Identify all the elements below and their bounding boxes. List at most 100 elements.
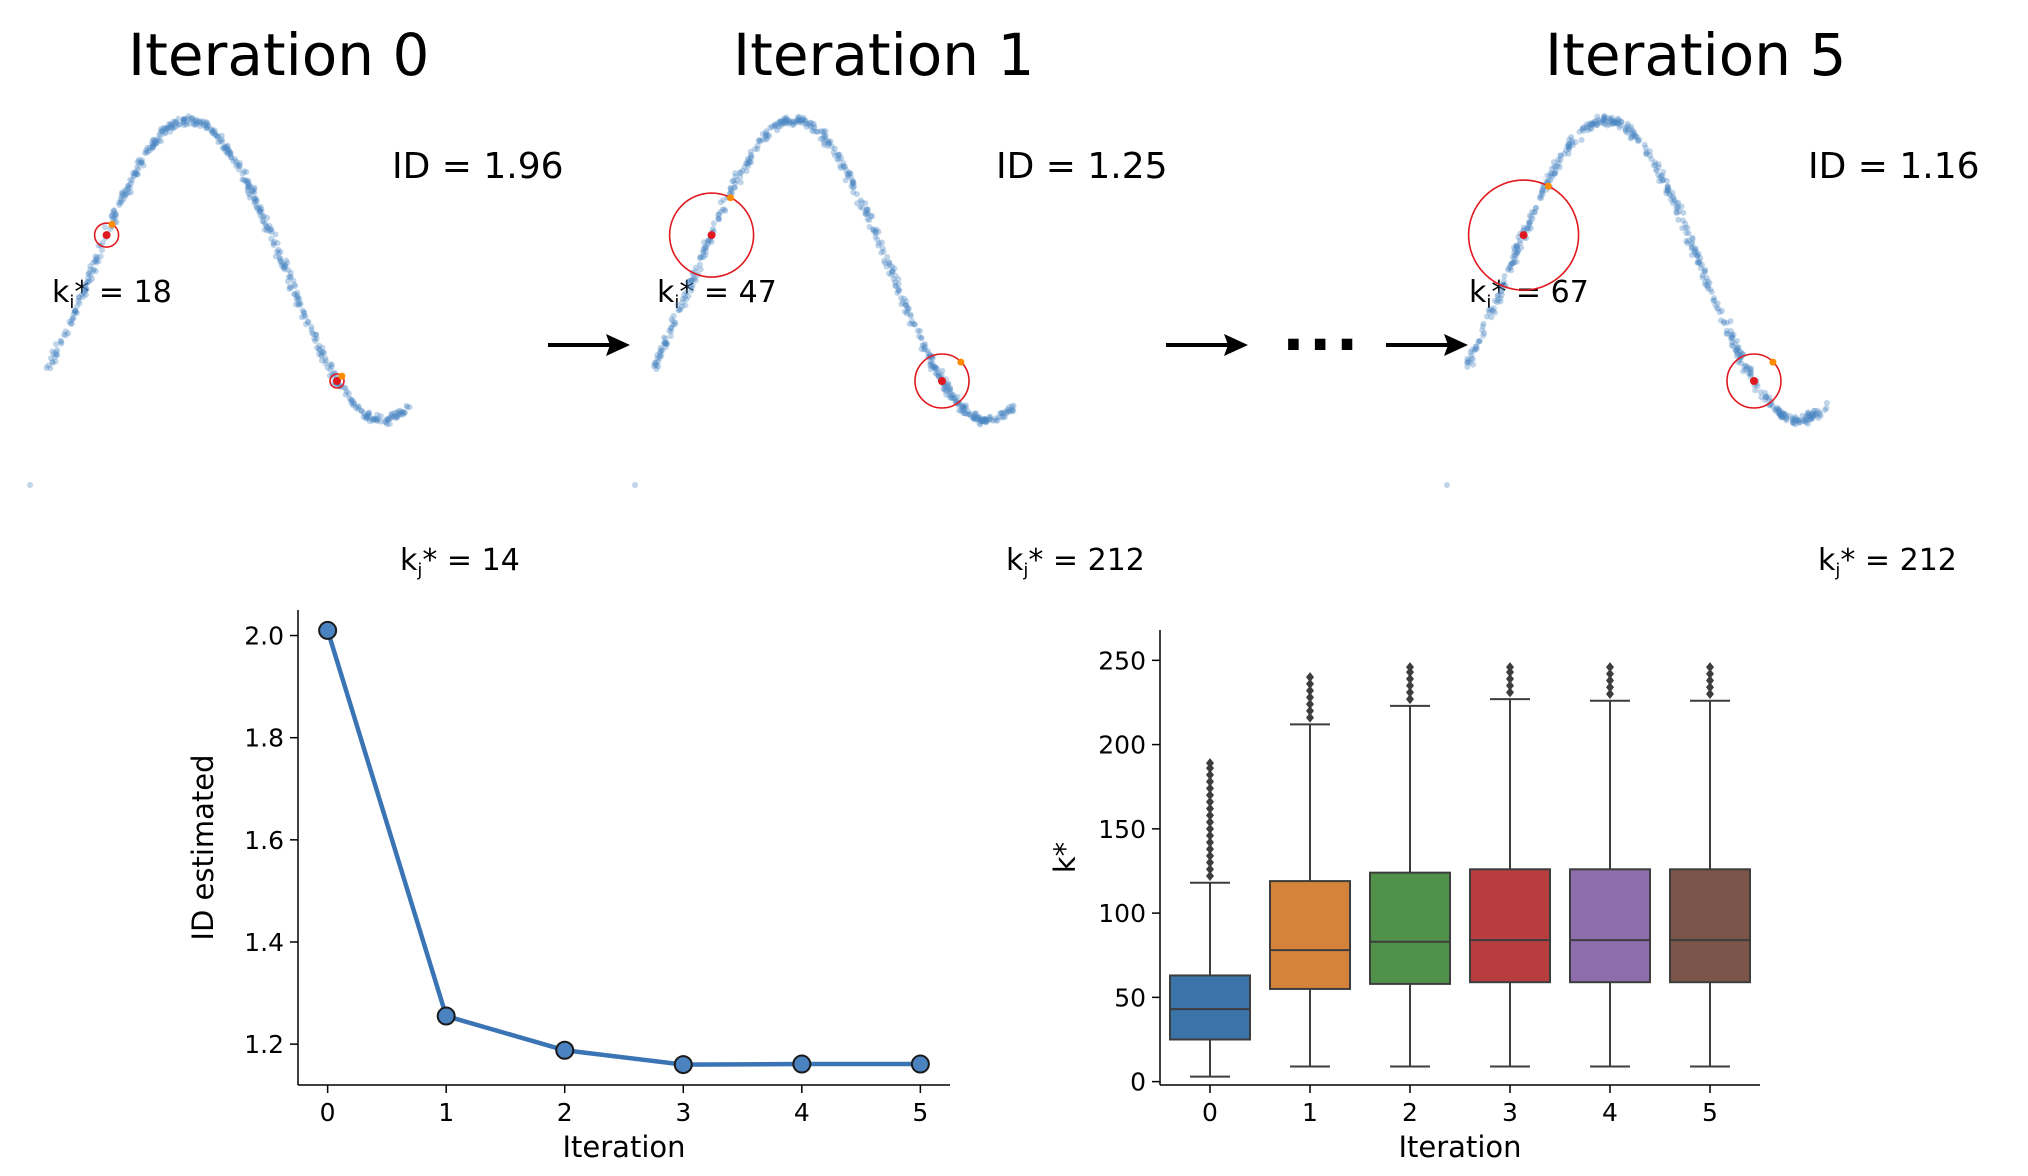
data-point <box>971 414 978 421</box>
data-point <box>759 131 766 137</box>
data-point <box>251 195 258 202</box>
data-point <box>354 406 361 413</box>
data-point <box>820 128 827 135</box>
data-point <box>688 284 695 291</box>
data-point <box>1511 244 1517 251</box>
data-point <box>817 136 824 142</box>
data-point <box>370 415 377 422</box>
data-point <box>346 395 353 402</box>
data-point <box>1665 186 1672 193</box>
panel-2-id-label: ID = 1.16 <box>1808 146 1980 187</box>
data-point <box>826 140 832 147</box>
data-point <box>1632 133 1639 140</box>
data-point <box>1808 410 1815 417</box>
data-point <box>949 392 956 399</box>
series-point <box>318 620 338 640</box>
data-point <box>871 227 877 233</box>
data-point <box>1565 143 1572 150</box>
data-point <box>90 266 97 273</box>
data-point <box>162 125 169 132</box>
data-point <box>879 245 886 252</box>
data-point <box>347 397 354 404</box>
data-point <box>1663 177 1670 184</box>
data-point <box>1632 132 1638 139</box>
data-point <box>358 407 365 414</box>
data-point <box>942 388 949 394</box>
data-point <box>1617 122 1624 129</box>
data-point <box>999 410 1005 417</box>
data-point <box>1720 318 1727 325</box>
data-point <box>399 409 406 415</box>
data-point <box>1484 313 1490 320</box>
data-point <box>774 127 781 134</box>
data-point <box>1707 286 1714 293</box>
data-point <box>822 132 829 139</box>
data-point <box>1524 225 1530 232</box>
data-point <box>219 144 226 151</box>
center-point-i <box>707 231 716 240</box>
data-point <box>895 286 902 293</box>
data-point <box>796 117 803 124</box>
data-point <box>683 296 690 303</box>
data-point <box>1775 410 1782 417</box>
data-point <box>682 294 688 301</box>
data-point <box>125 183 132 189</box>
data-point <box>1628 123 1635 130</box>
data-point <box>374 411 381 418</box>
data-point <box>1547 173 1554 180</box>
data-point <box>668 328 675 335</box>
data-point <box>720 197 727 204</box>
scatter-panel-2 <box>1444 113 1830 488</box>
data-point <box>157 138 164 145</box>
data-point <box>295 300 302 307</box>
data-point <box>342 391 349 398</box>
data-point <box>957 407 964 414</box>
data-point <box>247 191 253 198</box>
data-point <box>1675 216 1682 223</box>
data-point <box>1823 400 1830 406</box>
data-point <box>360 410 367 417</box>
data-point <box>293 295 300 302</box>
data-point <box>1564 143 1571 150</box>
data-point <box>69 316 75 323</box>
data-point <box>998 414 1005 421</box>
data-point <box>794 114 801 121</box>
data-point <box>697 266 704 273</box>
data-point <box>1757 389 1764 396</box>
data-point <box>391 413 398 420</box>
data-point <box>980 417 987 424</box>
data-point <box>328 363 335 370</box>
data-point <box>1766 394 1773 401</box>
data-point <box>843 167 849 173</box>
data-point <box>702 252 709 259</box>
flier <box>1406 687 1414 698</box>
data-point <box>1569 142 1576 149</box>
data-point <box>252 195 259 202</box>
data-point <box>744 157 751 164</box>
data-point <box>1780 413 1787 420</box>
data-point <box>268 226 275 233</box>
data-point <box>308 326 315 333</box>
data-point <box>1807 413 1813 420</box>
data-point <box>125 189 132 196</box>
data-point <box>796 114 803 120</box>
data-point <box>1594 120 1601 127</box>
data-point <box>792 118 799 125</box>
data-point <box>1611 119 1618 126</box>
data-point <box>745 163 752 169</box>
data-point <box>842 163 848 170</box>
data-point <box>1524 225 1531 232</box>
data-point <box>854 200 861 207</box>
panel-1-id-label: ID = 1.25 <box>996 146 1168 187</box>
data-point <box>180 116 187 123</box>
data-point <box>818 128 824 135</box>
data-point <box>197 118 204 125</box>
data-point <box>776 118 783 125</box>
data-point <box>883 263 890 270</box>
data-point <box>1702 278 1709 285</box>
data-point <box>236 162 243 169</box>
data-point <box>1676 208 1683 215</box>
data-point <box>395 411 402 417</box>
data-point <box>1747 367 1754 374</box>
data-point <box>1790 420 1797 427</box>
